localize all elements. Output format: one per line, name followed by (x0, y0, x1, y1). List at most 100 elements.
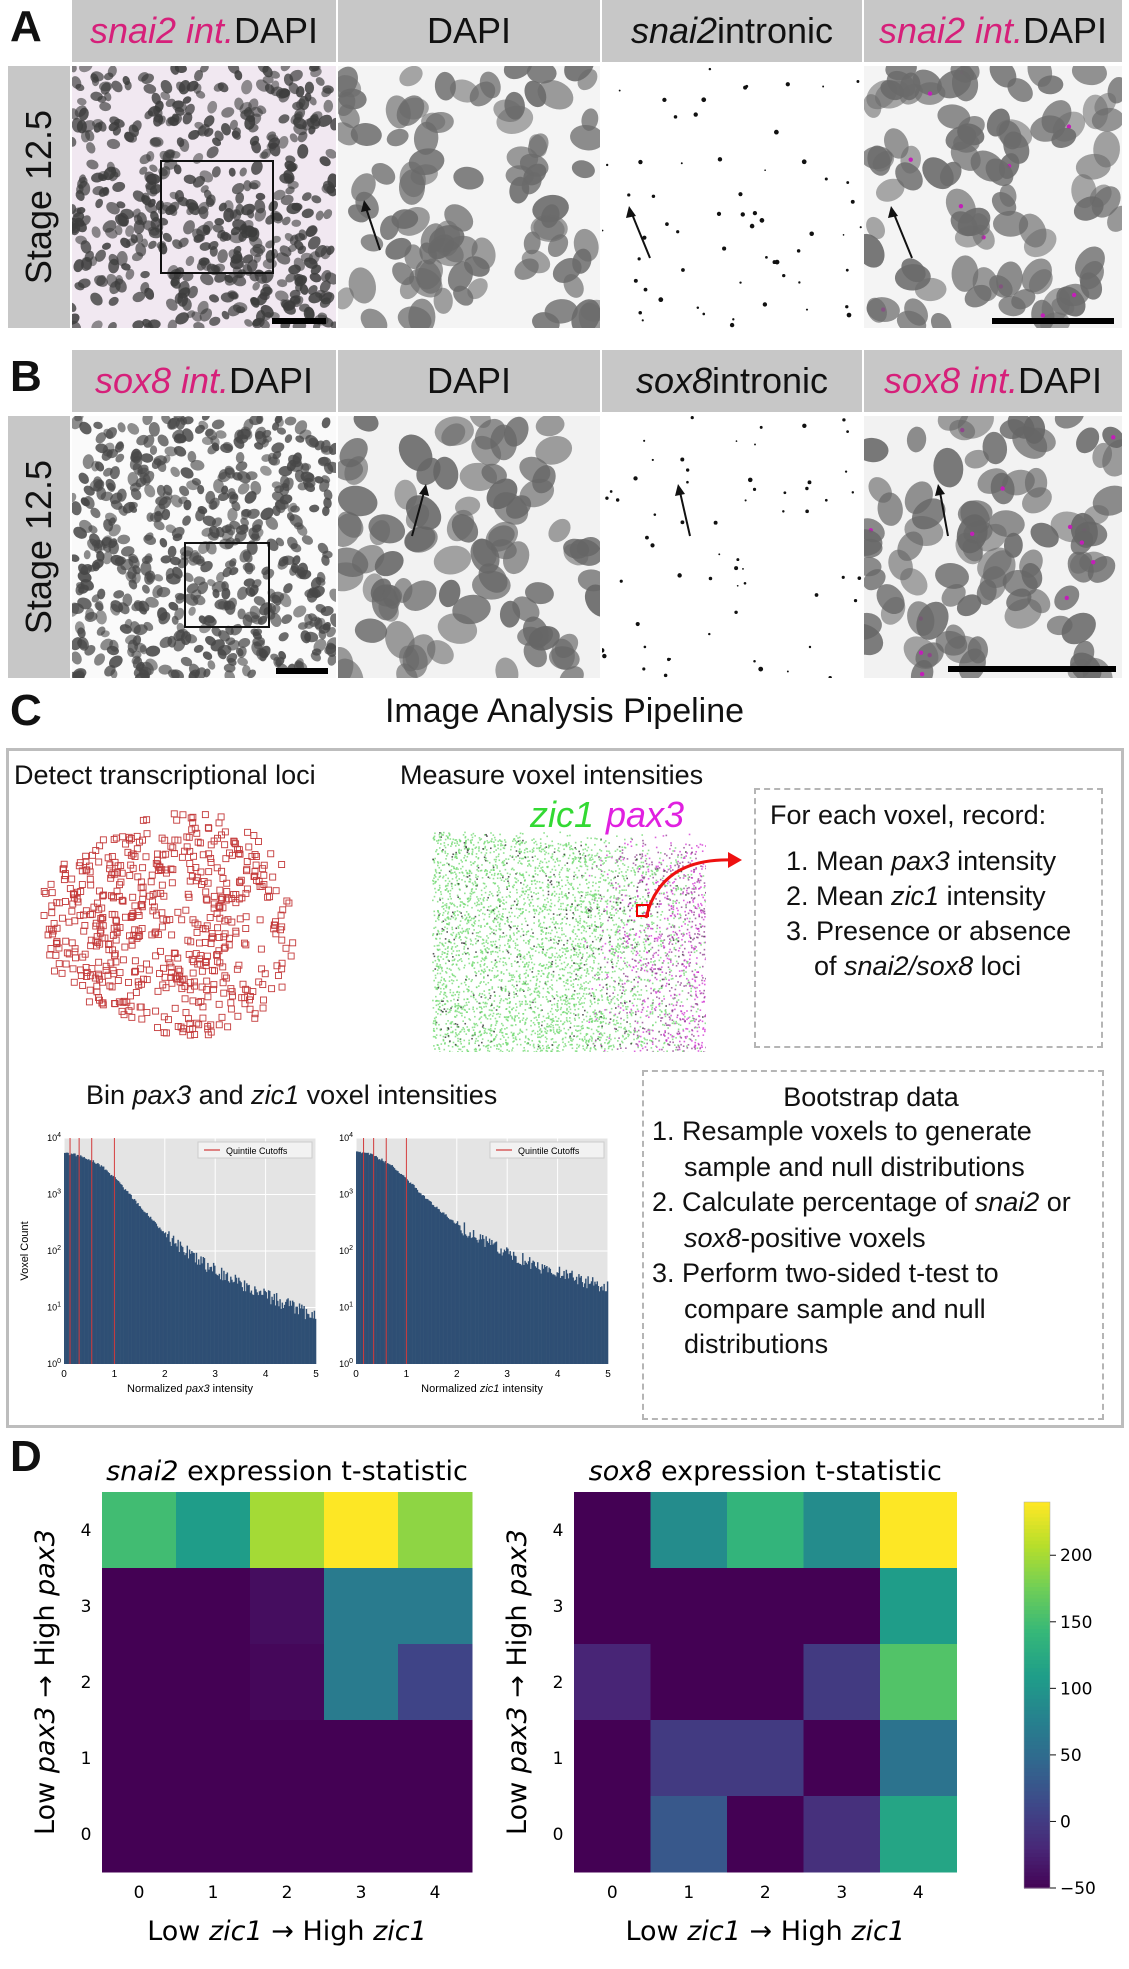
heatmap-cell (574, 1568, 651, 1645)
colorbar-tick: 0 (1060, 1812, 1071, 1832)
heatmap-cell (324, 1492, 399, 1569)
histogram-bar (192, 1252, 194, 1364)
histogram-bar (202, 1257, 205, 1364)
histogram-bar (397, 1171, 399, 1364)
histogram-bar (186, 1245, 189, 1364)
histogram-bar (500, 1248, 502, 1364)
histogram-bar (473, 1237, 476, 1364)
histogram-bar (112, 1176, 114, 1364)
histogram-bar (129, 1193, 131, 1364)
histogram-bar (567, 1278, 570, 1364)
histogram-bar (262, 1294, 264, 1364)
pax3-histogram: 0 1 2 3 4 5 100 101 102 103 104 Quintile Cutoffs Nor… (19, 1132, 319, 1395)
heatmap-y-tick: 4 (553, 1521, 564, 1541)
colorbar-tick: 50 (1060, 1746, 1082, 1766)
intronic-dots (602, 416, 862, 678)
pax3-label: pax3 (606, 794, 685, 835)
histogram-bar (169, 1241, 171, 1364)
histogram-bar (265, 1292, 268, 1364)
histogram-bar (565, 1269, 568, 1364)
histogram-bar (66, 1152, 68, 1364)
panel-b-overview-image (72, 416, 336, 678)
x-tick-label: 4 (263, 1369, 269, 1380)
histogram-bar (449, 1219, 452, 1364)
histogram-bar (483, 1238, 485, 1364)
histogram-bar (532, 1260, 534, 1364)
heatmap-cell (324, 1796, 399, 1873)
voxel-intensity-image: zic1 pax3 (432, 790, 706, 1052)
histogram-bar (122, 1187, 124, 1364)
histogram-bar (88, 1159, 90, 1364)
bootstrap-line-5: compare sample and null (684, 1293, 986, 1324)
histogram-bar (286, 1299, 288, 1364)
histogram-bar (561, 1275, 563, 1364)
histogram-bar (478, 1239, 481, 1364)
heatmap-y-tick: 3 (81, 1597, 92, 1617)
histogram-bar (402, 1175, 405, 1364)
histogram-bar (536, 1262, 539, 1364)
histogram-bar (591, 1277, 594, 1364)
histogram-bar (487, 1242, 490, 1364)
histogram-bar (441, 1212, 444, 1364)
histogram-bar (168, 1231, 170, 1364)
heatmap-cell (250, 1720, 325, 1797)
histogram-bar (101, 1166, 104, 1364)
histogram-bar (248, 1284, 250, 1364)
panel-a-intronic-image (602, 66, 862, 328)
histogram-bar (283, 1304, 286, 1364)
bootstrap-title: Bootstrap data (783, 1082, 959, 1112)
histogram-bar (143, 1211, 145, 1364)
histogram-bar (110, 1174, 113, 1364)
histogram-bar (570, 1272, 572, 1364)
histogram-bar (401, 1174, 404, 1364)
histogram-bar (589, 1283, 592, 1364)
histogram-bar (423, 1195, 426, 1364)
histogram-bar (293, 1302, 295, 1364)
x-tick-label: 1 (404, 1369, 410, 1380)
histogram-bar (241, 1287, 243, 1364)
histogram-bar (454, 1223, 456, 1364)
histogram-bar (313, 1310, 316, 1364)
histogram-bar (216, 1274, 218, 1364)
histogram-bar (517, 1262, 519, 1364)
dapi-nuclei-b (338, 416, 600, 678)
histogram-bar (477, 1242, 479, 1364)
panel-a-arrow-1 (361, 200, 381, 251)
histogram-bar (305, 1308, 308, 1364)
histogram-bar (542, 1268, 545, 1364)
histogram-bar (251, 1294, 254, 1364)
panel-b-zoom-box (184, 542, 270, 628)
histogram-bar (167, 1234, 169, 1364)
histogram-bar (431, 1204, 434, 1364)
histogram-bar (590, 1281, 593, 1364)
heatmap-x-label: Low zic1 → High zic1 (625, 1916, 905, 1947)
histogram-bar (187, 1258, 190, 1364)
histogram-bar (256, 1292, 258, 1364)
histogram-bar (279, 1299, 281, 1364)
histogram-bar (184, 1255, 186, 1364)
histogram-bar (605, 1291, 608, 1364)
histogram-bar (596, 1281, 598, 1364)
panel-a-arrow-3 (888, 206, 913, 259)
histogram-bar (200, 1256, 202, 1364)
histogram-bar (281, 1302, 284, 1364)
heatmap-cell (574, 1720, 651, 1797)
histogram-bar (444, 1214, 446, 1364)
histogram-bar (291, 1300, 294, 1364)
heatmap-cell (803, 1644, 881, 1721)
histogram-bar (233, 1281, 235, 1364)
histogram-bar (520, 1265, 523, 1364)
histogram-bar (562, 1275, 564, 1364)
x-tick-label: 2 (454, 1369, 460, 1380)
record-box (754, 788, 1103, 1048)
histogram-bar (375, 1155, 377, 1364)
histogram-bar (117, 1180, 120, 1364)
histogram-bar (163, 1233, 166, 1364)
colorbar: 200 150 100 50 0 −50 (1023, 1501, 1096, 1899)
bootstrap-line-6: distributions (684, 1329, 829, 1359)
x-tick-label: 0 (353, 1369, 359, 1380)
zic1-label: zic1 (530, 794, 595, 835)
histogram-bar (398, 1172, 400, 1364)
histogram-bar (127, 1191, 129, 1364)
heatmap-y-tick: 0 (81, 1825, 92, 1845)
